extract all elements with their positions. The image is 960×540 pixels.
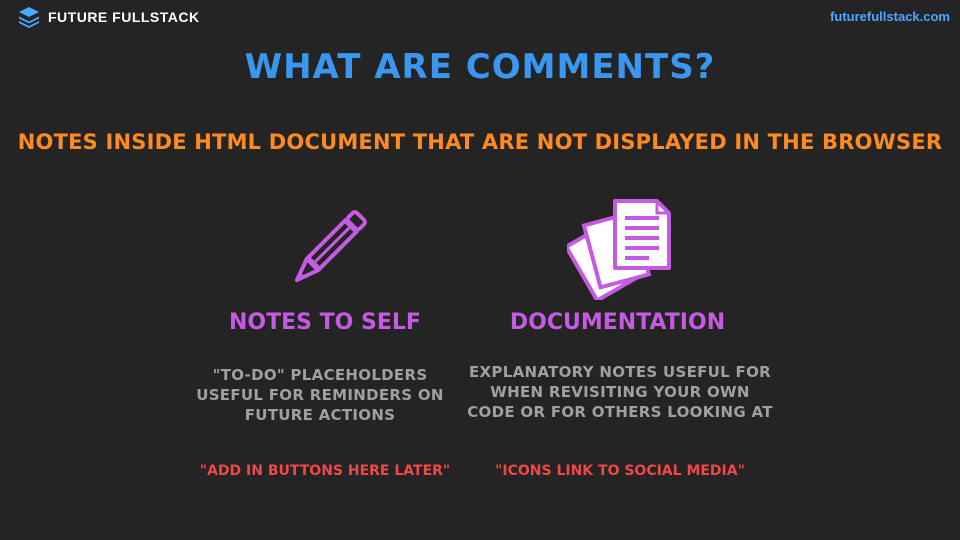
documents-icon (567, 199, 671, 300)
stacked-layers-icon (19, 7, 39, 28)
documentation-heading: DOCUMENTATION (509, 310, 726, 335)
site-url-link[interactable]: futurefullstack.com (830, 9, 950, 24)
slide-subtitle: NOTES INSIDE HTML DOCUMENT THAT ARE NOT … (17, 130, 943, 154)
slide-title: WHAT ARE COMMENTS? (244, 47, 716, 87)
notes-to-self-heading: NOTES TO SELF (229, 310, 421, 335)
brand-name: FUTURE FULLSTACK (48, 9, 200, 25)
documentation-example: "ICONS LINK TO SOCIAL MEDIA" (495, 463, 745, 479)
documentation-description: EXPLANATORY NOTES USEFUL FOR WHEN REVISI… (467, 363, 773, 421)
pencil-icon (294, 210, 367, 283)
notes-to-self-description: "TO-DO" PLACEHOLDERS USEFUL FOR REMINDER… (196, 366, 444, 424)
brand[interactable]: FUTURE FULLSTACK (18, 6, 200, 28)
notes-to-self-example: "ADD IN BUTTONS HERE LATER" (199, 463, 451, 479)
